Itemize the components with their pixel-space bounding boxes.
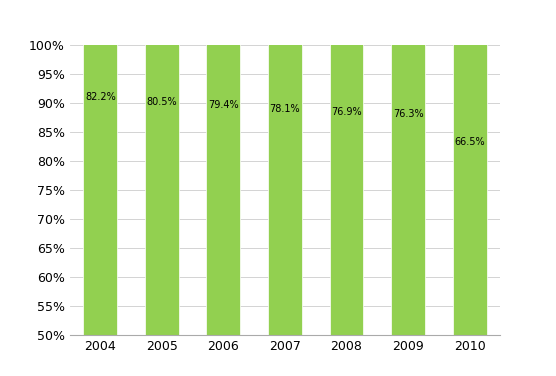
Text: 78.1%: 78.1% (270, 103, 300, 114)
Bar (145, 0, 179, 335)
Bar (330, 0, 364, 335)
Bar (391, 0, 425, 335)
Text: 76.3%: 76.3% (393, 109, 423, 119)
Bar (83, 0, 117, 335)
Text: 79.4%: 79.4% (208, 100, 239, 110)
Text: 66.5%: 66.5% (454, 137, 485, 147)
Text: 76.9%: 76.9% (331, 107, 362, 117)
Bar (268, 0, 302, 335)
Bar (206, 0, 240, 335)
Bar (453, 0, 486, 335)
Text: 82.2%: 82.2% (85, 92, 116, 102)
Text: 80.5%: 80.5% (147, 97, 177, 106)
